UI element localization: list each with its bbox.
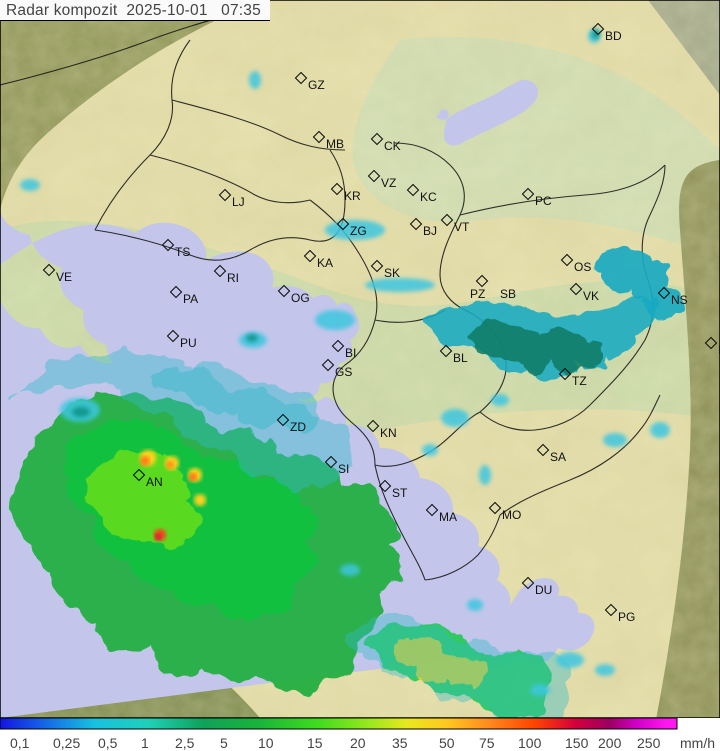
svg-text:SA: SA xyxy=(550,450,566,464)
svg-text:KN: KN xyxy=(380,426,397,440)
svg-text:GZ: GZ xyxy=(308,78,325,92)
svg-text:MO: MO xyxy=(502,508,521,522)
svg-text:BD: BD xyxy=(605,29,622,43)
svg-text:PZ: PZ xyxy=(470,287,485,301)
svg-text:BL: BL xyxy=(453,351,468,365)
svg-text:RI: RI xyxy=(227,271,239,285)
svg-text:VT: VT xyxy=(454,220,470,234)
svg-text:ZD: ZD xyxy=(290,420,306,434)
svg-text:NS: NS xyxy=(671,293,688,307)
svg-text:PA: PA xyxy=(183,292,198,306)
svg-text:BI: BI xyxy=(345,346,356,360)
svg-text:MA: MA xyxy=(439,510,457,524)
svg-text:TZ: TZ xyxy=(572,374,587,388)
svg-text:VZ: VZ xyxy=(381,176,396,190)
svg-text:AN: AN xyxy=(146,475,163,489)
svg-text:DU: DU xyxy=(535,583,552,597)
svg-text:PC: PC xyxy=(535,194,552,208)
svg-text:ZG: ZG xyxy=(350,224,367,238)
svg-text:PG: PG xyxy=(618,610,635,624)
svg-text:KC: KC xyxy=(420,190,437,204)
svg-text:VE: VE xyxy=(56,270,72,284)
svg-text:TS: TS xyxy=(175,245,190,259)
svg-text:BJ: BJ xyxy=(423,224,437,238)
svg-text:SB: SB xyxy=(500,287,516,301)
svg-text:ST: ST xyxy=(392,486,408,500)
svg-text:MB: MB xyxy=(326,137,344,151)
svg-text:GS: GS xyxy=(335,365,352,379)
svg-text:KA: KA xyxy=(317,256,333,270)
svg-text:PU: PU xyxy=(180,336,197,350)
svg-text:SI: SI xyxy=(338,462,349,476)
svg-text:SK: SK xyxy=(384,266,400,280)
svg-text:LJ: LJ xyxy=(232,195,245,209)
svg-text:KR: KR xyxy=(344,189,361,203)
svg-text:CK: CK xyxy=(384,139,401,153)
svg-text:VK: VK xyxy=(583,289,599,303)
svg-text:OG: OG xyxy=(291,291,310,305)
svg-text:OS: OS xyxy=(574,260,591,274)
